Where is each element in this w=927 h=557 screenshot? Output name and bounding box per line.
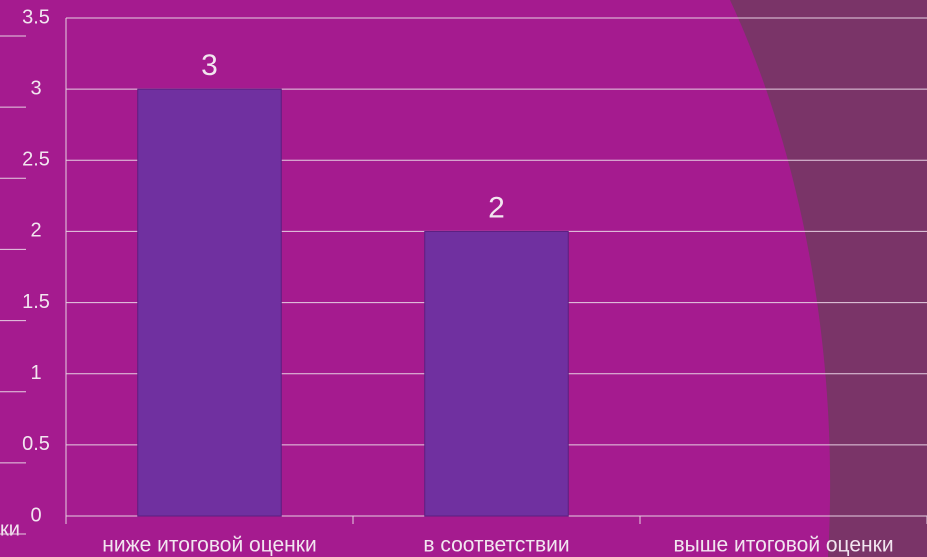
background-curve [730,0,927,557]
x-tick-label: в соответствии [423,534,569,557]
y-axis-title: ки [0,518,20,540]
y-tick-label: 1.5 [22,291,50,313]
y-tick-label: 1 [30,362,41,384]
y-tick-label: 3 [30,77,41,99]
y-tick-label: 0.5 [22,433,50,455]
y-tick-label: 0 [30,504,41,526]
y-tick-label: 3.5 [22,6,50,28]
bar [424,230,569,517]
x-tick-label: ниже итоговой оценки [102,534,316,557]
data-label: 3 [201,49,218,82]
y-tick-label: 2 [30,220,41,242]
x-tick-label: выше итоговой оценки [673,534,893,557]
data-label: 2 [488,191,505,224]
y-tick-label: 2.5 [22,149,50,171]
bar [137,88,282,517]
